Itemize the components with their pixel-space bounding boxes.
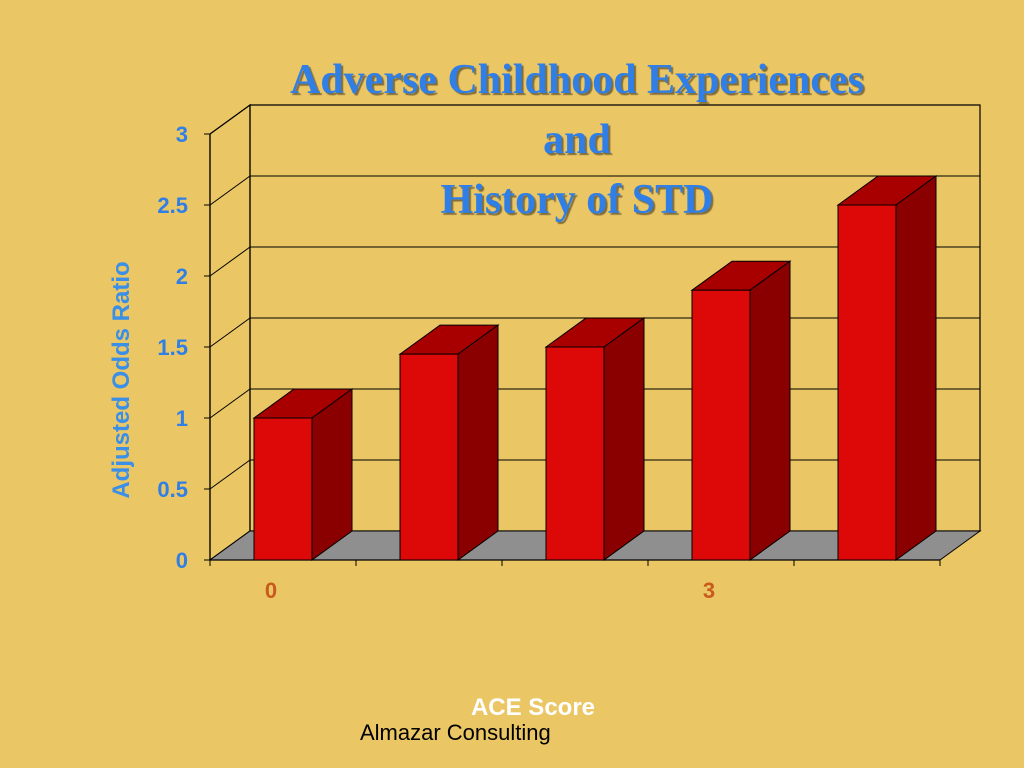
bar-side xyxy=(457,324,499,561)
bar xyxy=(399,353,459,561)
chart-title: Adverse Childhood Experiences and Histor… xyxy=(130,50,1024,230)
chart-title-line-2: and xyxy=(543,117,611,163)
bar xyxy=(545,346,605,561)
gridline-side xyxy=(209,246,251,277)
bar-side xyxy=(311,388,353,561)
y-tick-label: 2.5 xyxy=(157,193,188,218)
y-tick-label: 2 xyxy=(176,264,188,289)
bar-side xyxy=(895,175,937,561)
bar-side xyxy=(749,260,791,561)
x-axis-label: ACE Score xyxy=(470,694,596,721)
x-tick-label: 0 xyxy=(265,578,277,603)
y-tick-label: 3 xyxy=(176,122,188,147)
chart-title-line-1: Adverse Childhood Experiences xyxy=(289,57,864,103)
chart-title-line-3: History of STD xyxy=(440,177,714,223)
bar xyxy=(837,204,897,561)
gridline-side xyxy=(209,104,251,135)
footer-credit: Almazar Consulting xyxy=(360,720,551,745)
y-tick-label: 0.5 xyxy=(157,477,188,502)
bar xyxy=(253,417,313,561)
gridline-side xyxy=(209,388,251,419)
y-tick-label: 1 xyxy=(176,406,188,431)
x-tick-label: 3 xyxy=(703,578,715,603)
y-tick-label: 0 xyxy=(176,548,188,573)
bar-side xyxy=(603,317,645,561)
gridline-side xyxy=(209,459,251,490)
bar xyxy=(691,289,751,561)
gridline-side xyxy=(209,175,251,206)
gridline-side xyxy=(209,317,251,348)
y-tick-label: 1.5 xyxy=(157,335,188,360)
